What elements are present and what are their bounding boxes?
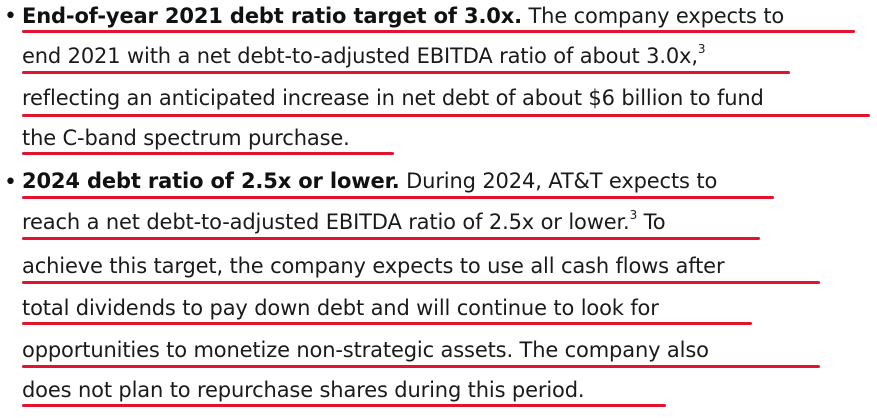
text-line: does not plan to repurchase shares durin… (22, 376, 585, 404)
text-line: reach a net debt-to-adjusted EBITDA rati… (22, 208, 666, 236)
line-text: reach a net debt-to-adjusted EBITDA rati… (22, 210, 630, 234)
red-underline-annotation (22, 365, 820, 368)
text-line: the C-band spectrum purchase. (22, 124, 350, 152)
line-text: total dividends to pay down debt and wil… (22, 296, 659, 320)
line-text: To (637, 210, 666, 234)
bold-lead-text: 2024 debt ratio of 2.5x or lower. (22, 169, 400, 193)
line-text: the C-band spectrum purchase. (22, 126, 350, 150)
red-underline-annotation (22, 152, 394, 155)
footnote-reference: 3 (629, 208, 638, 222)
text-line: End-of-year 2021 debt ratio target of 3.… (22, 2, 784, 30)
red-underline-annotation (22, 404, 666, 407)
red-underline-annotation (22, 237, 760, 240)
red-underline-annotation (22, 114, 870, 117)
line-text: opportunities to monetize non-strategic … (22, 338, 709, 362)
red-underline-annotation (22, 281, 820, 284)
text-line: end 2021 with a net debt-to-adjusted EBI… (22, 42, 706, 70)
line-text: achieve this target, the company expects… (22, 254, 725, 278)
text-line: total dividends to pay down debt and wil… (22, 294, 659, 322)
footnote-reference: 3 (697, 42, 706, 56)
red-underline-annotation (22, 30, 855, 33)
red-underline-annotation (22, 196, 774, 199)
bold-lead-text: End-of-year 2021 debt ratio target of 3.… (22, 4, 522, 28)
line-text: During 2024, AT&T expects to (399, 169, 718, 193)
text-line: reflecting an anticipated increase in ne… (22, 84, 764, 112)
bullet-marker: • (4, 170, 17, 195)
line-text: The company expects to (521, 4, 785, 28)
red-underline-annotation (22, 322, 752, 325)
text-line: opportunities to monetize non-strategic … (22, 336, 709, 364)
text-line: 2024 debt ratio of 2.5x or lower. During… (22, 167, 717, 195)
line-text: end 2021 with a net debt-to-adjusted EBI… (22, 44, 698, 68)
text-line: achieve this target, the company expects… (22, 252, 725, 280)
line-text: does not plan to repurchase shares durin… (22, 378, 585, 402)
red-underline-annotation (22, 71, 790, 74)
bullet-marker: • (4, 4, 17, 29)
line-text: reflecting an anticipated increase in ne… (22, 86, 764, 110)
